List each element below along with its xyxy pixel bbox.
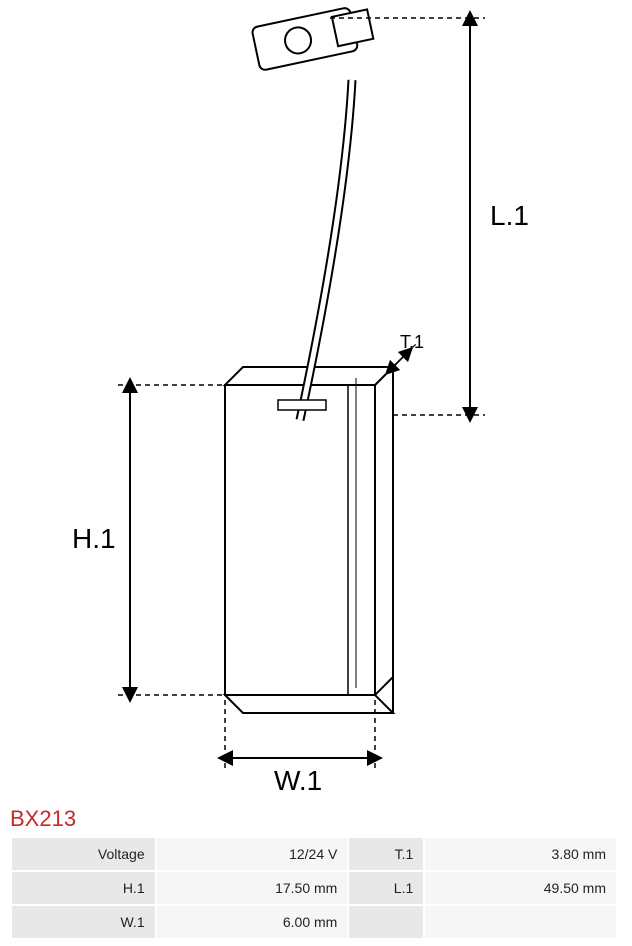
label-W1: W.1 xyxy=(274,765,322,796)
spec-label: W.1 xyxy=(12,906,155,938)
spec-value: 3.80 mm xyxy=(425,838,616,870)
spec-label: H.1 xyxy=(12,872,155,904)
label-T1: T.1 xyxy=(400,332,424,352)
table-row: H.117.50 mmL.149.50 mm xyxy=(12,872,616,904)
spec-label xyxy=(349,906,423,938)
brush-body xyxy=(225,367,393,713)
dimension-W1: W.1 xyxy=(225,700,375,796)
spec-label: Voltage xyxy=(12,838,155,870)
dimension-L1: L.1 xyxy=(330,18,529,415)
table-row: W.16.00 mm xyxy=(12,906,616,938)
spec-value: 17.50 mm xyxy=(157,872,348,904)
label-H1: H.1 xyxy=(72,523,116,554)
spec-value: 49.50 mm xyxy=(425,872,616,904)
terminal-eyelet xyxy=(251,4,375,71)
spec-value: 6.00 mm xyxy=(157,906,348,938)
dimension-T1: T.1 xyxy=(375,332,424,385)
spec-value: 12/24 V xyxy=(157,838,348,870)
label-L1: L.1 xyxy=(490,200,529,231)
table-row: Voltage12/24 VT.13.80 mm xyxy=(12,838,616,870)
technical-diagram: L.1 H.1 W.1 T.1 xyxy=(0,0,632,800)
spec-value xyxy=(425,906,616,938)
spec-label: T.1 xyxy=(349,838,423,870)
dimension-H1: H.1 xyxy=(72,385,225,695)
spec-label: L.1 xyxy=(349,872,423,904)
spec-table: Voltage12/24 VT.13.80 mmH.117.50 mmL.149… xyxy=(10,836,618,940)
part-number-title: BX213 xyxy=(0,800,632,836)
